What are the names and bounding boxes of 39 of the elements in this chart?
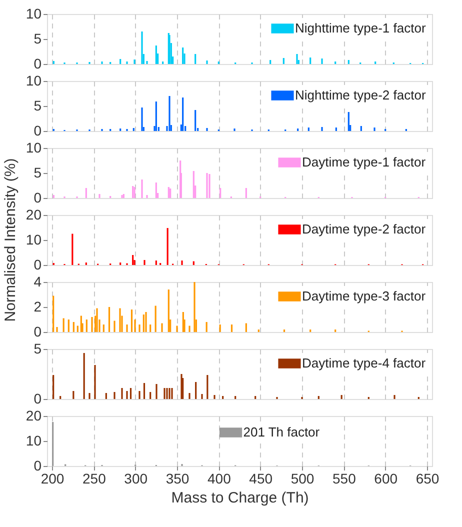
legend-label: Daytime type-1 factor xyxy=(302,154,426,170)
y-tick-label: 10 xyxy=(26,72,42,88)
legend-label: Nighttime type-1 factor xyxy=(295,20,426,36)
x-tick-label: 200 xyxy=(40,470,64,486)
y-tick-label: 0 xyxy=(34,56,42,72)
x-tick-label: 650 xyxy=(416,470,440,486)
x-tick-label: 450 xyxy=(249,470,273,486)
x-axis-title: Mass to Charge (Th) xyxy=(171,490,309,506)
y-tick-label: 5 xyxy=(34,98,42,114)
y-axis-title: Normalised Intensity (%) xyxy=(2,158,19,322)
y-tick-label: 5 xyxy=(34,164,42,180)
y-tick-label: 10 xyxy=(26,432,42,448)
y-tick-label: 10 xyxy=(26,6,42,22)
y-tick-label: 5 xyxy=(34,30,42,46)
y-tick-label: 10 xyxy=(26,140,42,156)
y-tick-label: 0 xyxy=(34,122,42,138)
y-tick-label: 20 xyxy=(26,206,42,222)
y-tick-label: 10 xyxy=(26,232,42,248)
y-tick-label: 0 xyxy=(34,390,42,406)
x-tick-label: 300 xyxy=(124,470,148,486)
legend-label: Daytime type-3 factor xyxy=(302,288,426,304)
y-tick-label: 0 xyxy=(34,324,42,340)
y-tick-label: 5 xyxy=(34,340,42,356)
y-tick-label: 20 xyxy=(26,408,42,424)
legend-label: Nighttime type-2 factor xyxy=(295,88,426,102)
legend-label: 201 Th factor xyxy=(243,424,320,440)
y-tick-label: 0 xyxy=(34,256,42,272)
x-tick-label: 500 xyxy=(290,470,314,486)
x-tick-label: 600 xyxy=(374,470,398,486)
y-tick-label: 2 xyxy=(34,298,42,314)
x-tick-label: 250 xyxy=(82,470,106,486)
y-tick-label: 0 xyxy=(34,458,42,474)
legend-label: Daytime type-4 factor xyxy=(302,356,426,370)
y-tick-label: 4 xyxy=(34,274,42,290)
x-tick-label: 400 xyxy=(207,470,232,486)
x-tick-label: 350 xyxy=(166,470,190,486)
y-tick-label: 0 xyxy=(34,190,42,206)
legend-label: Daytime type-2 factor xyxy=(302,222,426,236)
x-tick-label: 550 xyxy=(332,470,356,486)
